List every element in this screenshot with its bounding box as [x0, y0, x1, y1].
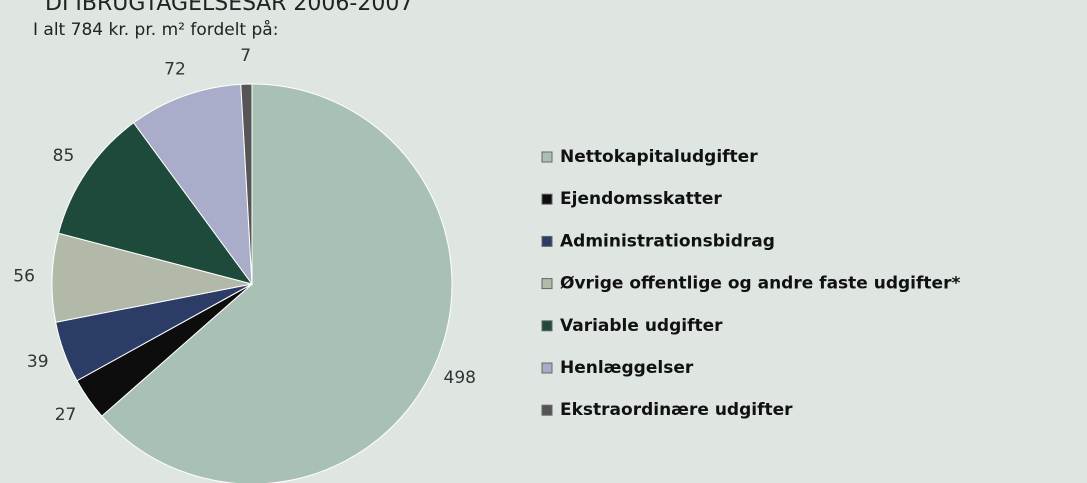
- legend-swatch: [541, 362, 553, 374]
- legend-swatch: [541, 320, 553, 332]
- pie-slice: [57, 122, 254, 285]
- slice-label: 56: [13, 267, 35, 287]
- legend-label: Øvrige offentlige og andre faste udgifte…: [560, 274, 960, 294]
- chart-subtitle: I alt 784 kr. pr. m² fordelt på:: [33, 19, 278, 40]
- legend-label: Ejendomsskatter: [560, 189, 722, 209]
- slice-label: 498: [444, 368, 476, 388]
- legend-swatch: [541, 151, 553, 163]
- legend-swatch: [541, 193, 553, 205]
- slice-label: 7: [240, 46, 251, 66]
- legend-swatch: [541, 404, 553, 416]
- slice-label: 27: [55, 405, 77, 425]
- legend-label: Nettokapitaludgifter: [560, 147, 758, 167]
- pie-slice: [101, 83, 453, 483]
- legend-label: Ekstraordinære udgifter: [560, 400, 793, 420]
- legend-label: Henlæggelser: [560, 358, 694, 378]
- legend-swatch: [541, 278, 553, 290]
- legend-swatch: [541, 235, 553, 247]
- legend-label: Variable udgifter: [560, 316, 723, 336]
- chart-title: DI IBRUGTAGELSESÅR 2006-2007: [45, 0, 413, 16]
- pie-slice: [132, 83, 253, 286]
- pie-slice: [240, 83, 253, 285]
- slice-label: 85: [53, 146, 75, 166]
- slice-label: 39: [27, 352, 49, 372]
- legend-label: Administrationsbidrag: [560, 231, 775, 251]
- slice-label: 72: [164, 59, 186, 79]
